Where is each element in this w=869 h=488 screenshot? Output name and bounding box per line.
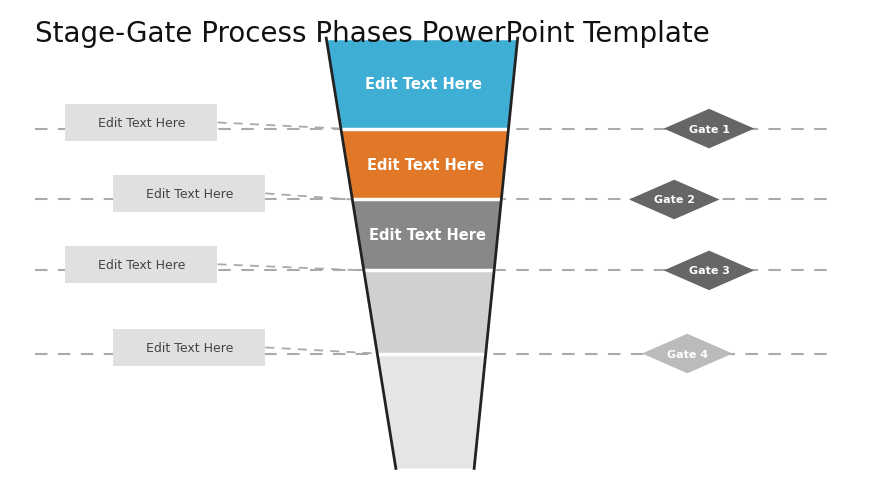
- Polygon shape: [663, 110, 753, 149]
- Polygon shape: [326, 39, 517, 129]
- Text: Stage-Gate Process Phases PowerPoint Template: Stage-Gate Process Phases PowerPoint Tem…: [35, 20, 709, 47]
- Polygon shape: [352, 200, 501, 271]
- Polygon shape: [377, 354, 485, 468]
- Polygon shape: [341, 129, 507, 200]
- Text: Edit Text Here: Edit Text Here: [145, 341, 233, 354]
- Text: Gate 4: Gate 4: [666, 349, 707, 359]
- Text: Edit Text Here: Edit Text Here: [97, 258, 185, 271]
- Polygon shape: [628, 181, 719, 220]
- Text: Gate 3: Gate 3: [688, 266, 728, 276]
- Polygon shape: [363, 271, 494, 354]
- Polygon shape: [663, 251, 753, 290]
- Text: Gate 2: Gate 2: [653, 195, 694, 205]
- Text: Edit Text Here: Edit Text Here: [364, 77, 481, 92]
- Text: Edit Text Here: Edit Text Here: [367, 157, 484, 172]
- FancyBboxPatch shape: [65, 105, 217, 142]
- Text: Edit Text Here: Edit Text Here: [97, 117, 185, 130]
- Text: Edit Text Here: Edit Text Here: [145, 187, 233, 201]
- FancyBboxPatch shape: [113, 176, 265, 212]
- FancyBboxPatch shape: [65, 246, 217, 283]
- Polygon shape: [641, 334, 732, 373]
- FancyBboxPatch shape: [113, 329, 265, 366]
- Text: Gate 1: Gate 1: [687, 124, 729, 134]
- Text: Edit Text Here: Edit Text Here: [369, 228, 486, 243]
